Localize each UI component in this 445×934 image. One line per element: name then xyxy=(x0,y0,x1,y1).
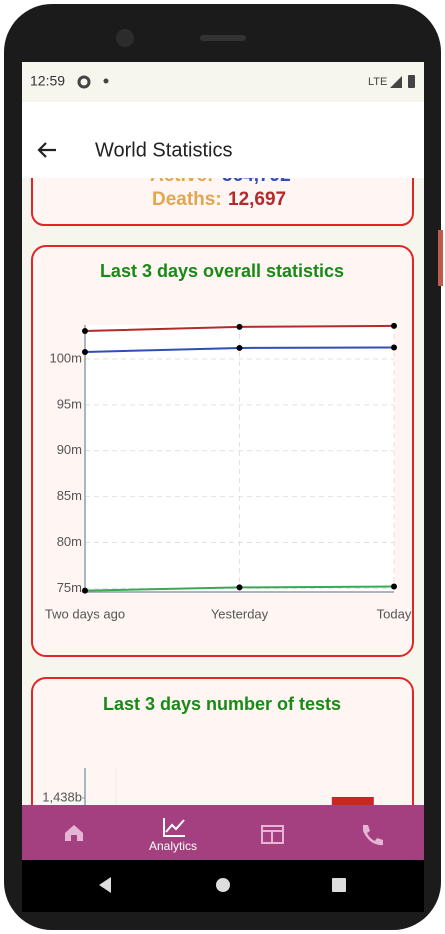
data-point xyxy=(82,587,88,594)
chart-title: Last 3 days number of tests xyxy=(103,694,341,714)
y-tick-label: 95m xyxy=(57,396,82,411)
y-tick-label: 85m xyxy=(57,488,82,503)
home-tab[interactable] xyxy=(65,825,83,841)
data-point xyxy=(236,344,243,351)
data-point xyxy=(391,322,397,329)
status-time: 12:59 xyxy=(30,73,65,89)
summary-card xyxy=(31,178,414,226)
content: Active: 564,792 Deaths: 12,697 Last 3 da… xyxy=(31,165,414,805)
side-button xyxy=(438,230,443,286)
data-point xyxy=(82,348,88,355)
bar xyxy=(331,796,374,805)
app-title: World Statistics xyxy=(95,139,232,161)
analytics-tab[interactable] xyxy=(163,818,185,837)
data-point xyxy=(236,584,243,591)
analytics-label: Analytics xyxy=(149,839,197,853)
y-tick-label: 100m xyxy=(49,350,82,365)
signal-icon xyxy=(390,76,402,88)
dot-icon xyxy=(103,78,109,84)
contact-tab[interactable] xyxy=(363,825,383,846)
speaker xyxy=(200,35,246,41)
system-recents[interactable] xyxy=(332,878,346,892)
system-back[interactable] xyxy=(99,877,111,893)
y-tick-label: 80m xyxy=(57,534,82,549)
camera xyxy=(116,29,134,47)
data-point xyxy=(391,344,397,351)
settings-icon xyxy=(77,75,91,89)
y-tick-label: 1,438b xyxy=(42,789,82,804)
back-button[interactable] xyxy=(37,142,56,158)
data-point xyxy=(236,323,243,330)
x-tick-label: Two days ago xyxy=(45,606,125,621)
news-tab[interactable] xyxy=(261,825,284,844)
network-label: LTE xyxy=(368,76,387,88)
system-home[interactable] xyxy=(216,878,230,892)
deaths-value: 12,697 xyxy=(228,189,286,210)
x-tick-label: Today xyxy=(377,606,412,621)
active-value: 564,792 xyxy=(222,165,291,186)
chart-title: Last 3 days overall statistics xyxy=(100,261,344,281)
y-tick-label: 75m xyxy=(57,580,82,595)
y-tick-label: 90m xyxy=(57,442,82,457)
plot-area xyxy=(85,325,394,592)
app-bar xyxy=(22,102,424,178)
data-point xyxy=(391,583,397,590)
x-tick-label: Yesterday xyxy=(211,606,269,621)
active-label: Active: xyxy=(150,165,213,186)
battery-icon xyxy=(408,75,415,88)
status-bar xyxy=(22,62,424,102)
bottom-nav xyxy=(22,805,424,860)
chart-card xyxy=(31,677,414,805)
deaths-label: Deaths: xyxy=(152,189,222,210)
data-point xyxy=(82,328,88,335)
